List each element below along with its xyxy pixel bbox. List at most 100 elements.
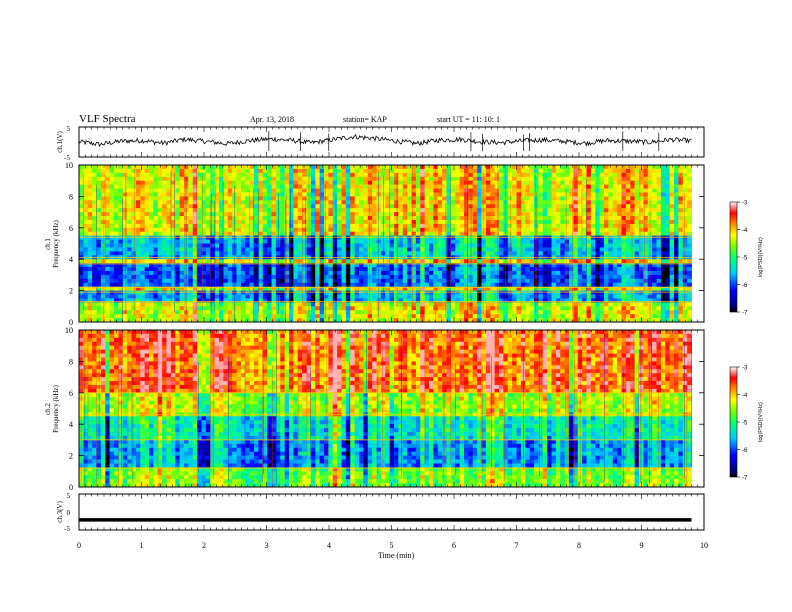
spectrogram-cell [140, 278, 146, 284]
spectrogram-cell [324, 294, 329, 299]
spectrogram-cell [415, 196, 421, 201]
spectrogram-cell [608, 235, 614, 240]
spectrogram-cell [608, 204, 614, 209]
spectrogram-cell [122, 165, 128, 170]
spectrogram-cell [162, 282, 167, 288]
spectrogram-cell [625, 294, 631, 299]
spectrogram-cell [297, 243, 303, 248]
spectrogram-cell [595, 259, 601, 264]
spectrogram-cell [512, 172, 517, 178]
spectrogram-cell [219, 267, 224, 272]
spectrogram-cell [402, 274, 408, 280]
spectrogram-cell [324, 165, 329, 170]
spectrogram-cell [455, 290, 461, 295]
spectrogram-cell [643, 216, 649, 221]
spectrogram-cell [656, 235, 662, 240]
spectrogram-cell [332, 270, 338, 276]
spectrogram-cell [630, 263, 636, 268]
spectrogram-cell [345, 282, 351, 288]
spectrogram-cell [284, 204, 290, 209]
spectrogram-cell [345, 231, 351, 237]
spectrogram-cell [105, 274, 111, 280]
spectrogram-cell [639, 247, 644, 252]
spectrogram-cell [424, 204, 430, 209]
spectrogram-cell [345, 180, 351, 186]
spectrogram-cell [586, 259, 592, 264]
spectrogram-cell [538, 223, 544, 229]
spectrogram-cell [118, 212, 124, 217]
spectrogram-cell [359, 184, 364, 189]
spectrogram-cell [310, 216, 316, 221]
spectrogram-cell [175, 251, 181, 256]
spectrogram-cell [315, 302, 321, 307]
spectrogram-cell [674, 212, 679, 217]
spectrogram-cell [687, 278, 692, 284]
spectrogram-cell [446, 212, 452, 217]
spectrogram-cell [625, 298, 631, 303]
spectrogram-cell [621, 192, 627, 197]
spectrogram-cell [114, 263, 119, 268]
spectrogram-cell [293, 172, 299, 178]
spectrogram-cell [512, 231, 517, 237]
spectrogram-cell [83, 212, 89, 217]
spectrogram-cell [122, 286, 128, 292]
spectrogram-cell [297, 219, 303, 225]
spectrogram-cell [459, 188, 465, 193]
spectrogram-cell [284, 180, 290, 186]
spectrogram-cell [577, 176, 583, 182]
spectrogram-cell [153, 298, 159, 303]
spectrogram-cell [639, 294, 644, 299]
spectrogram-cell [192, 298, 198, 303]
spectrogram-cell [494, 184, 500, 189]
spectrogram-cell [127, 176, 132, 182]
spectrogram-cell [516, 196, 522, 201]
spectrogram-cell [494, 216, 500, 221]
spectrogram-cell [398, 184, 404, 189]
spectrogram-cell [446, 286, 452, 292]
spectrogram-cell [512, 204, 517, 209]
spectrogram-cell [678, 219, 684, 225]
spectrogram-cell [446, 282, 452, 288]
spectrogram-cell [79, 172, 84, 178]
spectrogram-cell [131, 180, 137, 186]
spectrogram-cell [437, 188, 443, 193]
spectrogram-cell [599, 223, 605, 229]
spectrogram-cell [162, 286, 167, 292]
spectrogram-cell [332, 235, 338, 240]
spectrogram-cell [367, 219, 373, 225]
spectrogram-cell [643, 208, 649, 213]
spectrogram-cell [652, 200, 657, 205]
spectrogram-cell [149, 223, 154, 229]
spectrogram-cell [586, 188, 592, 193]
spectrogram-cell [271, 180, 277, 186]
spectrogram-cell [398, 231, 404, 237]
spectrogram-cell [595, 192, 601, 197]
spectrogram-cell [621, 298, 627, 303]
spectrogram-cell [674, 239, 679, 244]
spectrogram-cell [494, 192, 500, 197]
spectrogram-cell [429, 172, 434, 178]
spectrogram-cell [678, 274, 684, 280]
spectrogram-cell [481, 223, 487, 229]
spectrogram-cell [652, 286, 657, 292]
spectrogram-cell [118, 263, 124, 268]
spectrogram-cell [271, 274, 277, 280]
spectrogram-cell [166, 259, 172, 264]
spectrogram-cell [634, 172, 640, 178]
spectrogram-cell [678, 227, 684, 233]
spectrogram-cell [468, 176, 474, 182]
spectrogram-cell [201, 294, 207, 299]
spectrogram-cell [363, 172, 369, 178]
spectrogram-cell [118, 172, 124, 178]
spectrogram-cell [328, 212, 334, 217]
spectrogram-cell [612, 270, 618, 276]
spectrogram-cell [656, 247, 662, 252]
spectrogram-cell [188, 227, 194, 233]
spectrogram-cell [144, 263, 150, 268]
spectrogram-cell [109, 188, 115, 193]
spectrogram-cell [450, 278, 456, 284]
spectrogram-cell [595, 168, 601, 174]
spectrogram-cell [450, 286, 456, 292]
spectrogram-cell [87, 270, 93, 276]
spectrogram-cell [450, 270, 456, 276]
